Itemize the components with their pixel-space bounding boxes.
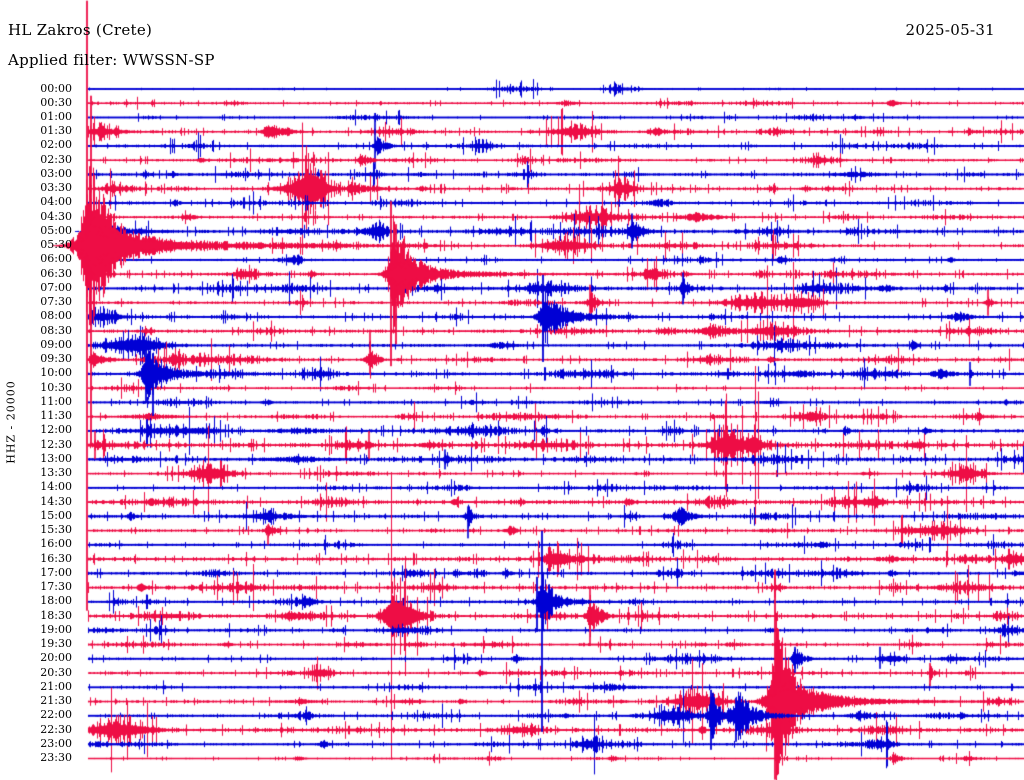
time-label: 14:30 bbox=[40, 494, 72, 508]
time-label: 10:00 bbox=[40, 366, 72, 380]
time-label: 06:30 bbox=[40, 266, 72, 280]
time-label: 12:00 bbox=[40, 423, 72, 437]
station-title: HL Zakros (Crete) bbox=[8, 21, 153, 39]
time-label: 07:30 bbox=[40, 295, 72, 309]
time-label: 20:30 bbox=[40, 665, 72, 679]
time-label: 14:00 bbox=[40, 480, 72, 494]
time-label: 04:30 bbox=[40, 209, 72, 223]
time-label: 18:30 bbox=[40, 608, 72, 622]
time-label: 21:00 bbox=[40, 679, 72, 693]
time-label: 01:30 bbox=[40, 124, 72, 138]
time-label: 00:30 bbox=[40, 95, 72, 109]
time-label: 15:30 bbox=[40, 523, 72, 537]
time-label: 17:30 bbox=[40, 580, 72, 594]
time-label: 10:30 bbox=[40, 380, 72, 394]
time-label: 18:00 bbox=[40, 594, 72, 608]
time-label: 17:00 bbox=[40, 565, 72, 579]
applied-filter-label: Applied filter: WWSSN-SP bbox=[8, 51, 215, 69]
time-label: 16:30 bbox=[40, 551, 72, 565]
time-label: 15:00 bbox=[40, 508, 72, 522]
time-label: 23:00 bbox=[40, 736, 72, 750]
time-axis: 00:00 00:30 01:00 01:30 02:00 02:30 03:00 03:30… bbox=[0, 0, 80, 780]
time-label: 19:00 bbox=[40, 622, 72, 636]
time-label: 03:00 bbox=[40, 166, 72, 180]
time-label: 13:30 bbox=[40, 466, 72, 480]
time-label: 03:30 bbox=[40, 181, 72, 195]
time-label: 01:00 bbox=[40, 109, 72, 123]
time-label: 02:30 bbox=[40, 152, 72, 166]
time-label: 11:30 bbox=[40, 409, 72, 423]
time-label: 05:00 bbox=[40, 223, 72, 237]
time-label: 11:00 bbox=[40, 394, 72, 408]
time-label: 23:30 bbox=[40, 751, 72, 764]
plot-date: 2025-05-31 bbox=[905, 21, 995, 39]
time-label: 12:30 bbox=[40, 437, 72, 451]
time-label: 09:00 bbox=[40, 337, 72, 351]
time-label: 22:00 bbox=[40, 708, 72, 722]
time-label: 00:00 bbox=[40, 81, 72, 95]
time-label: 05:30 bbox=[40, 238, 72, 252]
time-label: 08:30 bbox=[40, 323, 72, 337]
time-label: 16:00 bbox=[40, 537, 72, 551]
time-label: 09:30 bbox=[40, 352, 72, 366]
time-label: 21:30 bbox=[40, 694, 72, 708]
time-label: 04:00 bbox=[40, 195, 72, 209]
time-label: 22:30 bbox=[40, 722, 72, 736]
time-label: 06:00 bbox=[40, 252, 72, 266]
time-label: 13:00 bbox=[40, 451, 72, 465]
time-label: 19:30 bbox=[40, 637, 72, 651]
time-label: 08:00 bbox=[40, 309, 72, 323]
time-label: 20:00 bbox=[40, 651, 72, 665]
time-label: 07:00 bbox=[40, 280, 72, 294]
time-label: 02:00 bbox=[40, 138, 72, 152]
